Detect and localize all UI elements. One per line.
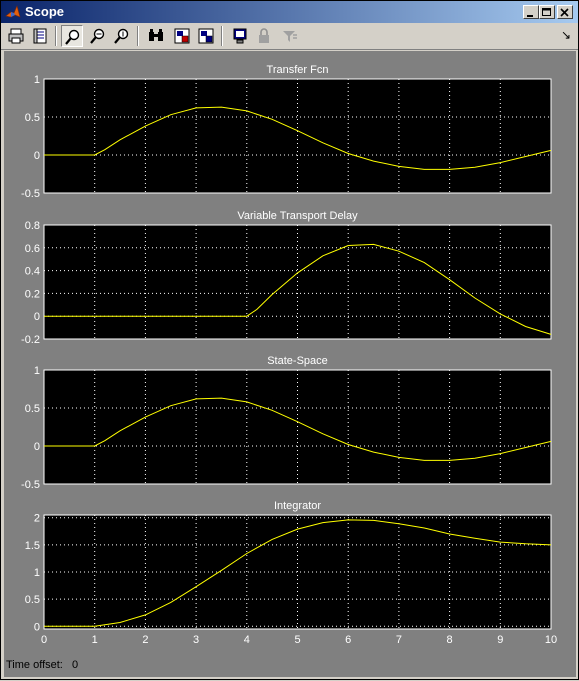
minimize-icon: [527, 15, 533, 17]
y-tick-label: 0: [34, 441, 40, 453]
zoom-icon: [65, 29, 80, 45]
signal-trace-line: [44, 519, 552, 627]
x-tick-label: 6: [345, 634, 351, 646]
y-tick-label: 0.5: [25, 112, 40, 124]
print-button[interactable]: [5, 25, 27, 47]
close-button[interactable]: [557, 5, 573, 19]
time-offset-label: Time offset:: [6, 659, 63, 671]
restore-axes-icon: [198, 28, 214, 44]
signal-trace-line: [44, 243, 552, 335]
axes-title: State-Space: [267, 355, 328, 367]
lock-axes-button[interactable]: [253, 25, 275, 47]
maximize-icon: [542, 8, 551, 16]
printer-icon: [8, 28, 24, 44]
zoom-x-button[interactable]: [87, 25, 109, 47]
time-offset-value: 0: [72, 659, 79, 671]
x-tick-label: 7: [396, 634, 402, 646]
y-tick-label: 2: [34, 513, 40, 525]
x-tick-label: 2: [142, 634, 148, 646]
signal-trace-line: [44, 106, 552, 170]
y-tick-label: 1.5: [25, 540, 40, 552]
axes-title: Transfer Fcn: [267, 64, 329, 76]
y-tick-label: -0.5: [21, 188, 40, 200]
x-tick-label: 8: [447, 634, 453, 646]
y-tick-label: 0.2: [25, 288, 40, 300]
binoculars-icon: [149, 29, 163, 41]
dock-arrow-icon[interactable]: ↘: [561, 28, 572, 42]
close-icon: [560, 8, 569, 17]
x-tick-label: 3: [193, 634, 199, 646]
y-tick-label: -0.2: [21, 334, 40, 346]
matlab-logo-icon: [5, 5, 21, 18]
y-tick-label: 0.5: [25, 403, 40, 415]
time-offset-status: Time offset: 0: [6, 659, 78, 671]
restore-axes-button[interactable]: [195, 25, 217, 47]
minimize-button[interactable]: [523, 5, 539, 19]
y-tick-label: 0: [34, 311, 40, 323]
y-tick-label: 0.4: [25, 266, 40, 278]
y-tick-label: 0.6: [25, 243, 40, 255]
y-tick-label: -0.5: [21, 479, 40, 491]
y-tick-label: 0.5: [25, 594, 40, 606]
toolbar: ↘: [1, 23, 578, 50]
floating-scope-button[interactable]: [229, 25, 251, 47]
window-title: Scope: [25, 4, 65, 19]
maximize-button[interactable]: [539, 5, 555, 19]
signal-selection-button[interactable]: [279, 25, 301, 47]
floating-scope-icon: [233, 28, 247, 44]
parameters-icon: [33, 28, 47, 44]
x-tick-label: 5: [294, 634, 300, 646]
y-tick-label: 0: [34, 150, 40, 162]
x-tick-label: 0: [41, 634, 47, 646]
toolbar-separator: [221, 26, 223, 46]
y-tick-label: 0.8: [25, 220, 40, 232]
autoscale-button[interactable]: [145, 25, 167, 47]
zoom-button[interactable]: [61, 25, 83, 47]
y-tick-label: 1: [34, 365, 40, 377]
x-tick-label: 4: [244, 634, 250, 646]
save-axes-button[interactable]: [171, 25, 193, 47]
zoom-x-icon: [90, 28, 105, 44]
y-tick-label: 1: [34, 567, 40, 579]
toolbar-separator: [137, 26, 139, 46]
x-tick-label: 10: [545, 634, 557, 646]
x-tick-label: 9: [497, 634, 503, 646]
zoom-y-icon: [114, 28, 129, 44]
save-axes-icon: [174, 28, 190, 44]
parameters-button[interactable]: [29, 25, 51, 47]
axes-title: Integrator: [274, 500, 321, 512]
signal-trace-line: [44, 397, 552, 461]
y-tick-label: 0: [34, 621, 40, 633]
lock-icon: [259, 28, 269, 43]
signal-selection-icon: [283, 31, 297, 42]
axes-title: Variable Transport Delay: [237, 210, 358, 222]
x-tick-label: 1: [92, 634, 98, 646]
zoom-y-button[interactable]: [111, 25, 133, 47]
y-tick-label: 1: [34, 74, 40, 86]
title-bar[interactable]: Scope: [1, 1, 578, 23]
toolbar-separator: [55, 26, 57, 46]
